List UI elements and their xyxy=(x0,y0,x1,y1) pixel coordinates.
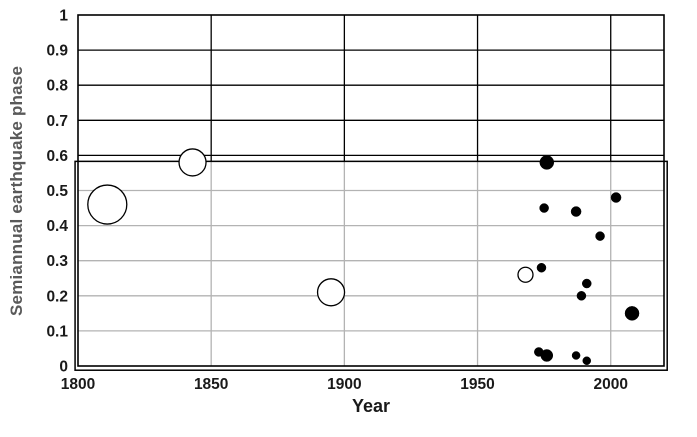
y-tick-label: 0.3 xyxy=(46,253,68,270)
y-tick-label: 0.6 xyxy=(46,148,68,165)
y-tick-label: 0.8 xyxy=(46,78,68,95)
x-tick-label: 1950 xyxy=(460,376,494,393)
y-tick-label: 0.4 xyxy=(46,218,68,235)
open-circle-point xyxy=(178,148,207,177)
filled-circle-point xyxy=(540,349,554,362)
y-tick-label: 0.2 xyxy=(46,288,68,305)
y-tick-label: 0.1 xyxy=(46,323,68,340)
x-tick-label: 1800 xyxy=(61,376,95,393)
open-circle-point xyxy=(316,278,346,307)
filled-circle-point xyxy=(570,206,582,217)
x-tick-label: 1850 xyxy=(194,376,228,393)
filled-circle-point xyxy=(582,278,592,289)
y-tick-label: 0.9 xyxy=(46,43,68,60)
open-circle-point xyxy=(517,266,534,283)
filled-circle-point xyxy=(571,351,581,360)
plot-border xyxy=(77,14,665,367)
filled-circle-point xyxy=(576,291,587,301)
filled-circle-point xyxy=(536,262,547,273)
y-tick-label: 0 xyxy=(59,359,68,376)
filled-circle-point xyxy=(610,192,622,203)
filled-circle-point xyxy=(539,155,555,170)
y-axis-title: Semiannual earthquake phase xyxy=(7,65,26,317)
x-tick-label: 2000 xyxy=(593,376,627,393)
x-tick-label: 1900 xyxy=(327,376,361,393)
y-tick-label: 1 xyxy=(59,8,68,25)
filled-circle-point xyxy=(582,356,592,365)
x-axis-title: Year xyxy=(351,396,391,416)
overlay-box xyxy=(74,160,668,371)
y-tick-label: 0.7 xyxy=(46,113,68,130)
filled-circle-point xyxy=(539,203,549,213)
filled-circle-point xyxy=(624,306,640,321)
y-tick-label: 0.5 xyxy=(46,183,68,200)
open-circle-point xyxy=(87,184,128,225)
filled-circle-point xyxy=(595,231,605,241)
